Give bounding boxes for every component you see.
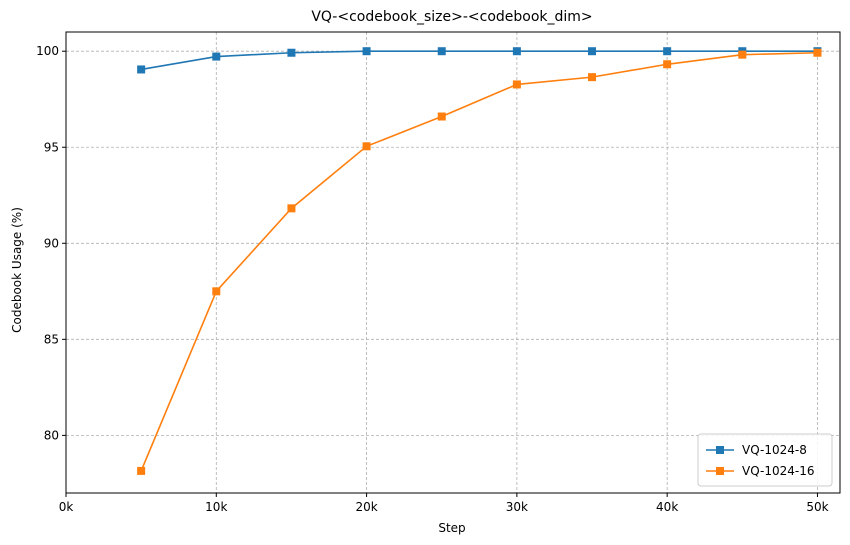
x-tick-label: 20k [355, 500, 377, 514]
data-point [437, 47, 446, 56]
legend-entry: VQ-1024-16 [742, 464, 814, 478]
grid [65, 32, 840, 493]
data-point [588, 73, 597, 82]
y-tick-label: 95 [44, 140, 59, 154]
y-tick-label: 90 [44, 236, 59, 250]
y-tick-label: 85 [44, 332, 59, 346]
data-point [137, 466, 146, 475]
legend-marker [716, 467, 724, 475]
data-point [588, 47, 597, 56]
x-tick-label: 50k [806, 500, 828, 514]
chart-title: VQ-<codebook_size>-<codebook_dim> [311, 9, 592, 25]
axes: 0k 10k 20k 30k 40k 50k 80 85 90 95 100 [36, 44, 829, 514]
data-point [287, 204, 296, 213]
series-layer [137, 47, 822, 475]
legend-marker [716, 446, 724, 454]
data-point [813, 48, 822, 57]
legend-box [697, 433, 833, 487]
y-tick-label: 100 [36, 44, 59, 58]
x-tick-label: 10k [205, 500, 227, 514]
data-point [663, 47, 672, 56]
legend-entry: VQ-1024-8 [742, 443, 807, 457]
data-point [512, 80, 521, 89]
data-point [212, 287, 221, 296]
data-point [212, 52, 221, 61]
data-point [437, 112, 446, 121]
x-tick-label: 0k [59, 500, 74, 514]
x-tick-label: 30k [506, 500, 528, 514]
data-point [663, 60, 672, 69]
x-axis-label: Step [438, 521, 465, 535]
y-tick-label: 80 [44, 428, 59, 442]
data-point [512, 47, 521, 56]
data-point [137, 65, 146, 74]
data-point [362, 47, 371, 56]
series-line-0 [141, 50, 818, 71]
data-point [738, 50, 747, 59]
series-line-1 [140, 51, 818, 472]
x-tick-label: 40k [656, 500, 678, 514]
plot-frame [65, 31, 841, 494]
data-point [362, 142, 371, 151]
y-axis-label: Codebook Usage (%) [10, 207, 24, 333]
legend: VQ-1024-8 VQ-1024-16 [697, 433, 833, 487]
data-point [287, 48, 296, 57]
